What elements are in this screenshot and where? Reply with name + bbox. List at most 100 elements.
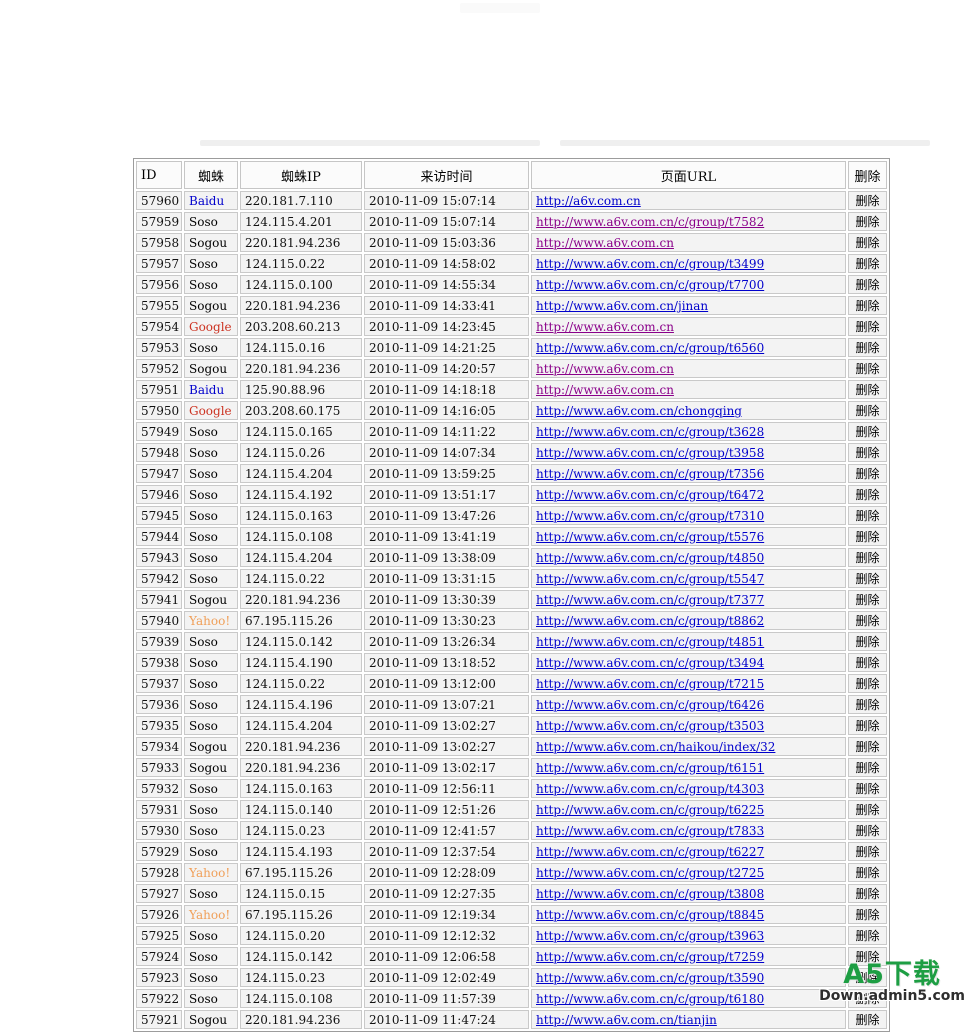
page-url-link[interactable]: http://www.a6v.com.cn/c/group/t3963 bbox=[536, 928, 765, 943]
page-url-link[interactable]: http://www.a6v.com.cn/c/group/t8862 bbox=[536, 613, 765, 628]
delete-link[interactable]: 删除 bbox=[855, 320, 880, 334]
page-url-link[interactable]: http://www.a6v.com.cn/c/group/t6227 bbox=[536, 844, 765, 859]
delete-link[interactable]: 删除 bbox=[855, 908, 880, 922]
delete-link[interactable]: 删除 bbox=[855, 866, 880, 880]
page-url-link[interactable]: http://www.a6v.com.cn/c/group/t7356 bbox=[536, 466, 765, 481]
page-url-link[interactable]: http://www.a6v.com.cn/tianjin bbox=[536, 1012, 717, 1027]
page-url-link[interactable]: http://www.a6v.com.cn/c/group/t7215 bbox=[536, 676, 765, 691]
id-cell: 57936 bbox=[136, 695, 182, 714]
page-url-link[interactable]: http://www.a6v.com.cn/c/group/t6426 bbox=[536, 697, 765, 712]
header-id: ID bbox=[136, 161, 182, 189]
page-url-link[interactable]: http://www.a6v.com.cn/c/group/t3494 bbox=[536, 655, 765, 670]
id-cell: 57928 bbox=[136, 863, 182, 882]
ip-cell: 203.208.60.213 bbox=[240, 317, 362, 336]
page-url-link[interactable]: http://www.a6v.com.cn/c/group/t3590 bbox=[536, 970, 765, 985]
delete-link[interactable]: 删除 bbox=[855, 656, 880, 670]
page-url-link[interactable]: http://www.a6v.com.cn/c/group/t4850 bbox=[536, 550, 765, 565]
page-url-link[interactable]: http://www.a6v.com.cn/haikou/index/32 bbox=[536, 739, 776, 754]
delete-link[interactable]: 删除 bbox=[855, 551, 880, 565]
delete-link[interactable]: 删除 bbox=[855, 593, 880, 607]
page-url-link[interactable]: http://www.a6v.com.cn/c/group/t7700 bbox=[536, 277, 765, 292]
page-url-link[interactable]: http://www.a6v.com.cn/c/group/t5576 bbox=[536, 529, 765, 544]
delete-link[interactable]: 删除 bbox=[855, 383, 880, 397]
page-url-link[interactable]: http://www.a6v.com.cn/chongqing bbox=[536, 403, 742, 418]
delete-link[interactable]: 删除 bbox=[855, 887, 880, 901]
url-cell: http://www.a6v.com.cn/c/group/t8862 bbox=[531, 611, 846, 630]
page-url-link[interactable]: http://www.a6v.com.cn/c/group/t3958 bbox=[536, 445, 765, 460]
delete-link[interactable]: 删除 bbox=[855, 194, 880, 208]
delete-link[interactable]: 删除 bbox=[855, 677, 880, 691]
page-url-link[interactable]: http://www.a6v.com.cn bbox=[536, 319, 674, 334]
spider-cell: Sogou bbox=[184, 737, 238, 756]
page-url-link[interactable]: http://www.a6v.com.cn/c/group/t3503 bbox=[536, 718, 765, 733]
delete-link[interactable]: 删除 bbox=[855, 1013, 880, 1027]
delete-link[interactable]: 删除 bbox=[855, 215, 880, 229]
page-url-link[interactable]: http://www.a6v.com.cn/c/group/t4303 bbox=[536, 781, 765, 796]
page-url-link[interactable]: http://www.a6v.com.cn/c/group/t7259 bbox=[536, 949, 765, 964]
page-url-link[interactable]: http://a6v.com.cn bbox=[536, 193, 641, 208]
delete-link[interactable]: 删除 bbox=[855, 803, 880, 817]
delete-link[interactable]: 删除 bbox=[855, 572, 880, 586]
delete-cell: 删除 bbox=[848, 443, 887, 462]
page-url-link[interactable]: http://www.a6v.com.cn/c/group/t2725 bbox=[536, 865, 765, 880]
table-row: 57946 Soso 124.115.4.192 2010-11-09 13:51:1… bbox=[136, 485, 887, 504]
header-delete: 删除 bbox=[848, 161, 887, 189]
delete-link[interactable]: 删除 bbox=[855, 446, 880, 460]
watermark-subtitle: Down.admin5.com bbox=[819, 988, 965, 1004]
delete-link[interactable]: 删除 bbox=[855, 740, 880, 754]
page-url-link[interactable]: http://www.a6v.com.cn bbox=[536, 382, 674, 397]
delete-link[interactable]: 删除 bbox=[855, 278, 880, 292]
delete-link[interactable]: 删除 bbox=[855, 929, 880, 943]
delete-link[interactable]: 删除 bbox=[855, 530, 880, 544]
delete-link[interactable]: 删除 bbox=[855, 698, 880, 712]
spider-cell: Yahoo! bbox=[184, 905, 238, 924]
delete-link[interactable]: 删除 bbox=[855, 635, 880, 649]
page-url-link[interactable]: http://www.a6v.com.cn/c/group/t7833 bbox=[536, 823, 765, 838]
page-url-link[interactable]: http://www.a6v.com.cn/c/group/t3628 bbox=[536, 424, 765, 439]
delete-link[interactable]: 删除 bbox=[855, 257, 880, 271]
page-url-link[interactable]: http://www.a6v.com.cn/c/group/t6560 bbox=[536, 340, 765, 355]
page-url-link[interactable]: http://www.a6v.com.cn/c/group/t7310 bbox=[536, 508, 765, 523]
delete-link[interactable]: 删除 bbox=[855, 362, 880, 376]
page-url-link[interactable]: http://www.a6v.com.cn/c/group/t7582 bbox=[536, 214, 765, 229]
page-url-link[interactable]: http://www.a6v.com.cn/c/group/t4851 bbox=[536, 634, 765, 649]
delete-link[interactable]: 删除 bbox=[855, 719, 880, 733]
url-cell: http://www.a6v.com.cn/c/group/t3628 bbox=[531, 422, 846, 441]
table-row: 57930 Soso 124.115.0.23 2010-11-09 12:41:57… bbox=[136, 821, 887, 840]
spider-cell: Soso bbox=[184, 968, 238, 987]
delete-link[interactable]: 删除 bbox=[855, 404, 880, 418]
delete-link[interactable]: 删除 bbox=[855, 824, 880, 838]
delete-cell: 删除 bbox=[848, 905, 887, 924]
page-url-link[interactable]: http://www.a6v.com.cn/c/group/t7377 bbox=[536, 592, 765, 607]
page-url-link[interactable]: http://www.a6v.com.cn/c/group/t3808 bbox=[536, 886, 765, 901]
page-url-link[interactable]: http://www.a6v.com.cn bbox=[536, 235, 674, 250]
delete-link[interactable]: 删除 bbox=[855, 299, 880, 313]
url-cell: http://www.a6v.com.cn/c/group/t6560 bbox=[531, 338, 846, 357]
delete-link[interactable]: 删除 bbox=[855, 236, 880, 250]
page-url-link[interactable]: http://www.a6v.com.cn/c/group/t8845 bbox=[536, 907, 765, 922]
delete-link[interactable]: 删除 bbox=[855, 761, 880, 775]
page-url-link[interactable]: http://www.a6v.com.cn/c/group/t6151 bbox=[536, 760, 765, 775]
time-cell: 2010-11-09 13:41:19 bbox=[364, 527, 529, 546]
spider-cell: Soso bbox=[184, 674, 238, 693]
page-url-link[interactable]: http://www.a6v.com.cn bbox=[536, 361, 674, 376]
page-url-link[interactable]: http://www.a6v.com.cn/c/group/t6472 bbox=[536, 487, 765, 502]
delete-link[interactable]: 删除 bbox=[855, 971, 880, 985]
page-url-link[interactable]: http://www.a6v.com.cn/c/group/t3499 bbox=[536, 256, 765, 271]
delete-link[interactable]: 删除 bbox=[855, 488, 880, 502]
delete-link[interactable]: 删除 bbox=[855, 467, 880, 481]
delete-link[interactable]: 删除 bbox=[855, 341, 880, 355]
page-url-link[interactable]: http://www.a6v.com.cn/c/group/t6225 bbox=[536, 802, 765, 817]
page-url-link[interactable]: http://www.a6v.com.cn/jinan bbox=[536, 298, 709, 313]
delete-link[interactable]: 删除 bbox=[855, 509, 880, 523]
time-cell: 2010-11-09 12:27:35 bbox=[364, 884, 529, 903]
delete-link[interactable]: 删除 bbox=[855, 950, 880, 964]
delete-link[interactable]: 删除 bbox=[855, 425, 880, 439]
delete-link[interactable]: 删除 bbox=[855, 614, 880, 628]
delete-link[interactable]: 删除 bbox=[855, 782, 880, 796]
delete-link[interactable]: 删除 bbox=[855, 845, 880, 859]
id-cell: 57960 bbox=[136, 191, 182, 210]
spider-cell: Soso bbox=[184, 947, 238, 966]
page-url-link[interactable]: http://www.a6v.com.cn/c/group/t5547 bbox=[536, 571, 765, 586]
page-url-link[interactable]: http://www.a6v.com.cn/c/group/t6180 bbox=[536, 991, 765, 1006]
